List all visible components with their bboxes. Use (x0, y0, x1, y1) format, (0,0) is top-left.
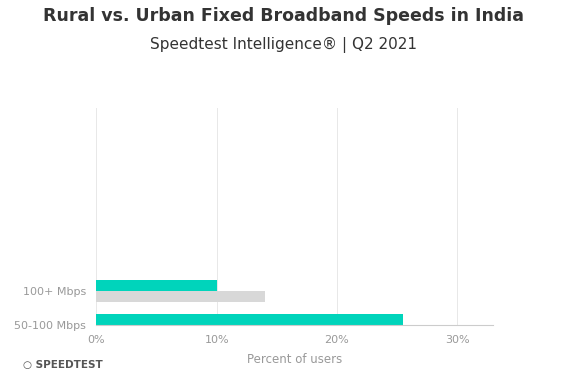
Text: ○ SPEEDTEST: ○ SPEEDTEST (23, 360, 103, 370)
Bar (96, 280, 217, 291)
Bar (96, 291, 265, 302)
Text: Speedtest Intelligence® | Q2 2021: Speedtest Intelligence® | Q2 2021 (150, 37, 417, 53)
Bar (96, 325, 415, 336)
Bar (96, 359, 469, 371)
Text: Rural vs. Urban Fixed Broadband Speeds in India: Rural vs. Urban Fixed Broadband Speeds i… (43, 7, 524, 25)
X-axis label: Percent of users: Percent of users (247, 353, 342, 367)
Bar (96, 314, 403, 325)
Bar (96, 348, 445, 359)
